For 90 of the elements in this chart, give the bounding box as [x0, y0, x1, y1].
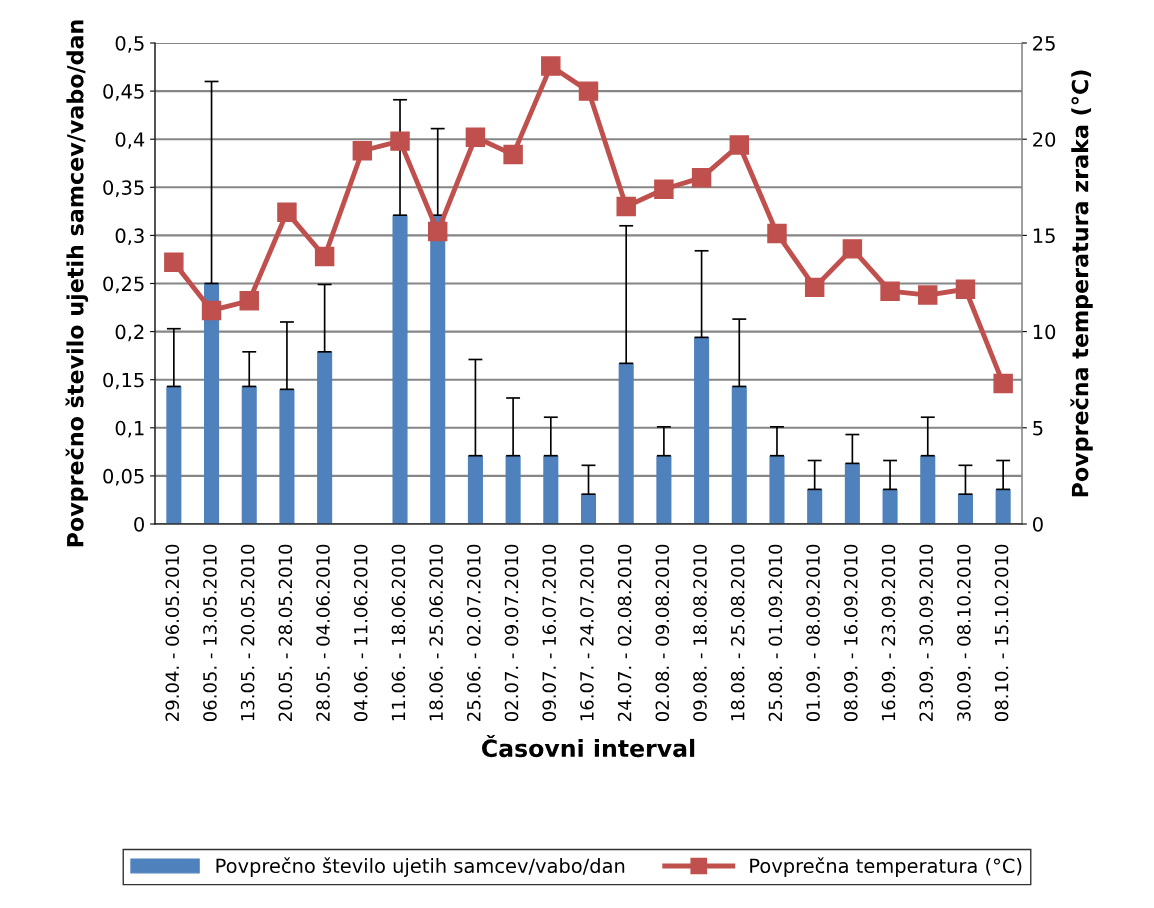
- legend-label: Povprečno število ujetih samcev/vabo/dan: [216, 857, 625, 877]
- point: [390, 131, 410, 151]
- x-tick-label: 08.10. - 15.10.2010: [994, 544, 1009, 722]
- point: [201, 300, 222, 321]
- x-tick-label: 18.06. - 25.06.2010: [429, 544, 443, 721]
- bar: [467, 455, 483, 524]
- point: [277, 202, 297, 223]
- bar: [580, 494, 597, 524]
- bar: [995, 489, 1011, 524]
- x-tick-label: 02.08. - 09.08.2010: [655, 544, 670, 722]
- point: [842, 239, 863, 259]
- point: [465, 127, 486, 147]
- bar: [204, 283, 220, 524]
- x-tick-label: 06.05. - 13.05.2010: [203, 544, 217, 722]
- bar: [694, 337, 710, 524]
- y-tick-label: 0,2: [115, 324, 144, 342]
- y2-tick-label: 5: [1033, 421, 1043, 436]
- bar: [807, 489, 823, 524]
- point: [691, 167, 712, 188]
- bar: [505, 455, 521, 524]
- bar: [166, 386, 182, 524]
- point: [654, 179, 674, 199]
- bar: [920, 455, 936, 524]
- bar: [731, 386, 747, 524]
- y-tick-label: 0: [134, 516, 144, 532]
- x-tick-label: 16.09. - 23.09.2010: [881, 544, 896, 721]
- y2-tick-label: 20: [1033, 132, 1056, 147]
- point: [804, 277, 825, 298]
- y-tick-label: 0,5: [115, 35, 144, 53]
- y-tick-label: 0,35: [103, 180, 144, 197]
- bar: [430, 215, 446, 524]
- bar: [882, 489, 898, 524]
- x-tick-label: 01.09. - 08.09.2010: [806, 544, 820, 722]
- x-axis-title: Časovni interval: [482, 735, 695, 758]
- point: [918, 285, 938, 305]
- point: [993, 373, 1013, 394]
- x-tick-label: 20.05. - 28.05.2010: [278, 544, 293, 721]
- bar: [618, 363, 634, 524]
- bar: [957, 494, 973, 524]
- x-tick-label: 29.04. - 06.05.2010: [165, 544, 180, 721]
- y2-tick-label: 25: [1033, 35, 1055, 51]
- point: [503, 144, 523, 165]
- point: [767, 223, 787, 244]
- x-tick-label: 30.09. - 08.10.2010: [957, 544, 971, 721]
- x-tick-label: 08.09. - 16.09.2010: [843, 544, 858, 722]
- y-tick-label: 0,25: [103, 276, 144, 294]
- bar: [279, 389, 295, 524]
- x-tick-label: 28.05. - 04.06.2010: [316, 544, 330, 721]
- y-tick-label: 0,15: [103, 372, 144, 390]
- x-tick-label: 13.05. - 20.05.2010: [240, 544, 255, 721]
- point: [541, 56, 561, 76]
- x-tick-label: 02.07. - 09.07.2010: [504, 544, 519, 722]
- bar: [769, 455, 785, 524]
- x-tick-label: 11.06. - 18.06.2010: [391, 544, 406, 721]
- point: [955, 279, 976, 299]
- y2-tick-label: 10: [1033, 324, 1056, 340]
- point: [578, 81, 599, 101]
- x-tick-label: 25.08. - 01.09.2010: [768, 544, 783, 721]
- point: [314, 246, 335, 267]
- y-tick-label: 0,05: [103, 468, 144, 486]
- y-axis-title: Povprečno število ujetih samcev/vabo/dan: [65, 20, 89, 547]
- y2-tick-label: 15: [1033, 228, 1055, 244]
- point: [880, 281, 900, 301]
- point: [616, 196, 636, 217]
- x-tick-label: 24.07. - 02.08.2010: [617, 544, 632, 721]
- x-tick-label: 23.09. - 30.09.2010: [919, 544, 933, 721]
- point: [729, 135, 750, 155]
- y-tick-label: 0,45: [103, 84, 144, 101]
- point: [239, 291, 259, 311]
- bar: [844, 463, 860, 524]
- bar: [241, 386, 257, 524]
- point: [164, 252, 184, 273]
- x-tick-label: 18.08. - 25.08.2010: [730, 544, 745, 721]
- point: [352, 141, 373, 161]
- x-tick-label: 16.07. - 24.07.2010: [580, 544, 594, 721]
- bar: [543, 455, 559, 524]
- x-tick-label: 09.07. - 16.07.2010: [542, 544, 557, 722]
- point: [427, 221, 448, 242]
- bar: [656, 455, 672, 524]
- x-tick-label: 25.06. - 02.07.2010: [466, 544, 481, 721]
- bar: [317, 351, 333, 524]
- y-tick-label: 0,4: [115, 132, 145, 149]
- y2-axis-title: Povprečna temperatura zraka (°C): [1070, 70, 1093, 497]
- legend-label: Povprečna temperatura (°C): [750, 857, 1022, 877]
- x-tick-label: 04.06. - 11.06.2010: [353, 544, 368, 722]
- bar: [392, 215, 408, 524]
- x-tick-label: 09.08. - 18.08.2010: [693, 544, 707, 722]
- y2-tick-label: 0: [1033, 516, 1043, 532]
- y-tick-label: 0,1: [115, 420, 144, 438]
- y-tick-label: 0,3: [115, 228, 144, 246]
